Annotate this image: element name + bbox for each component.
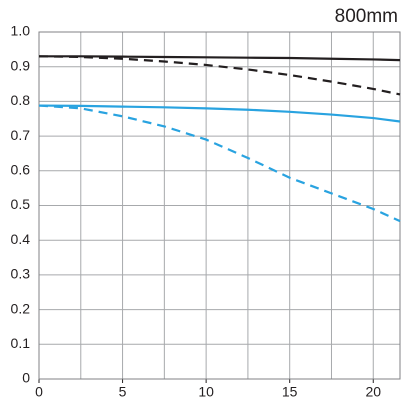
x-tick-label: 0 — [35, 384, 43, 400]
x-tick-label: 15 — [282, 384, 298, 400]
x-tick-label: 10 — [198, 384, 214, 400]
line-series — [38, 104, 401, 223]
plot-frame — [38, 31, 401, 380]
line-series — [38, 55, 401, 96]
y-tick-label: 0.1 — [11, 335, 31, 351]
line-series — [39, 55, 401, 62]
x-tick-label: 5 — [119, 384, 127, 400]
y-tick-label: 0.5 — [11, 196, 31, 212]
x-tick-label: 20 — [365, 384, 381, 400]
y-tick-label: 0.6 — [11, 162, 31, 178]
y-tick-label: 0.9 — [11, 57, 31, 73]
chart-title: 800mm — [335, 6, 398, 27]
y-tick-label: 0.4 — [11, 231, 31, 247]
y-tick-label: 0.7 — [11, 127, 31, 143]
y-tick-label: 0.3 — [11, 266, 31, 282]
y-tick-label: 0 — [22, 370, 30, 386]
y-tick-label: 0.2 — [11, 300, 31, 316]
y-tick-label: 1.0 — [11, 23, 31, 39]
y-tick-label: 0.8 — [11, 92, 31, 108]
line-series — [38, 104, 401, 123]
